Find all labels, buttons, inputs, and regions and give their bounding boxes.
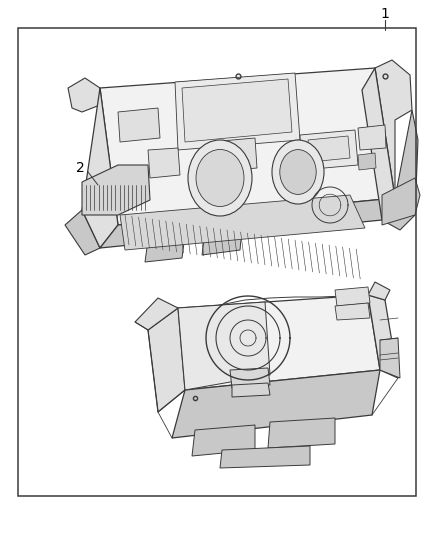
Polygon shape — [120, 195, 365, 250]
Polygon shape — [382, 178, 420, 225]
Polygon shape — [135, 298, 178, 330]
Polygon shape — [145, 235, 185, 262]
Polygon shape — [308, 136, 350, 162]
Polygon shape — [65, 210, 100, 255]
Bar — [18, 28, 416, 496]
Polygon shape — [382, 110, 418, 230]
Polygon shape — [118, 108, 160, 142]
Polygon shape — [368, 282, 390, 300]
Polygon shape — [178, 302, 270, 390]
Polygon shape — [82, 165, 150, 215]
Text: 1: 1 — [381, 7, 389, 21]
Polygon shape — [232, 383, 270, 397]
Polygon shape — [335, 303, 370, 320]
Polygon shape — [300, 130, 358, 170]
Text: 2: 2 — [76, 161, 85, 175]
Polygon shape — [368, 295, 398, 378]
Polygon shape — [100, 68, 395, 225]
Polygon shape — [362, 60, 412, 220]
Polygon shape — [182, 79, 292, 142]
Polygon shape — [148, 148, 180, 178]
Polygon shape — [268, 418, 335, 448]
Polygon shape — [172, 370, 380, 438]
Ellipse shape — [188, 140, 252, 216]
Polygon shape — [178, 295, 380, 390]
Ellipse shape — [196, 149, 244, 206]
Ellipse shape — [272, 140, 324, 204]
Polygon shape — [148, 308, 185, 412]
Polygon shape — [100, 198, 395, 248]
Polygon shape — [192, 425, 255, 456]
Polygon shape — [210, 138, 257, 172]
Polygon shape — [362, 68, 395, 220]
Ellipse shape — [280, 150, 316, 195]
Polygon shape — [220, 446, 310, 468]
Polygon shape — [380, 338, 400, 378]
Polygon shape — [68, 78, 100, 112]
Polygon shape — [82, 88, 118, 248]
Polygon shape — [358, 153, 376, 170]
Polygon shape — [335, 287, 370, 306]
Polygon shape — [230, 368, 270, 388]
Polygon shape — [175, 73, 300, 150]
Polygon shape — [358, 125, 386, 150]
Polygon shape — [202, 228, 242, 255]
